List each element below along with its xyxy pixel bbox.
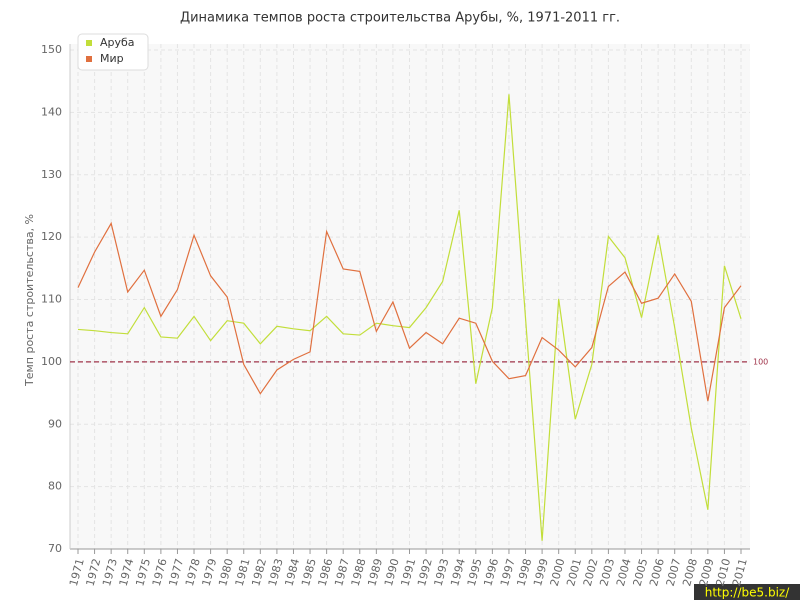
y-tick-label: 120 [41, 230, 62, 243]
chart-title: Динамика темпов роста строительства Аруб… [180, 11, 620, 26]
series-line [77, 94, 742, 541]
legend-swatch [86, 40, 92, 46]
y-tick-label: 130 [41, 168, 62, 181]
y-axis-label: Темп роста строительства, % [23, 214, 36, 387]
series-line [77, 221, 742, 402]
legend-box [77, 33, 149, 71]
watermark-bg [694, 584, 800, 600]
y-tick-label: 110 [41, 293, 62, 306]
y-tick-label: 140 [41, 105, 62, 118]
legend-swatch [86, 56, 92, 62]
y-tick-label: 100 [41, 355, 62, 368]
legend-label: Мир [100, 52, 124, 65]
reference-label: 100 [753, 357, 768, 366]
legend-label: Аруба [100, 36, 135, 49]
y-tick-label: 70 [48, 542, 62, 555]
x-tick-label: 2011 [730, 557, 750, 587]
watermark: http://be5.biz/ [705, 586, 790, 600]
y-tick-label: 150 [41, 43, 62, 56]
y-tick-label: 90 [48, 417, 62, 430]
y-tick-label: 80 [48, 480, 62, 493]
legend: Аруба Мир [77, 33, 149, 71]
